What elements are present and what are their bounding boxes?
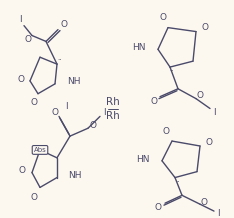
Text: O: O	[30, 193, 37, 202]
Text: O: O	[160, 13, 167, 22]
Text: Rh: Rh	[106, 111, 120, 121]
Text: O: O	[30, 98, 37, 107]
Text: O: O	[150, 97, 157, 106]
Text: HN: HN	[136, 155, 150, 164]
Text: O: O	[89, 121, 96, 130]
Text: l: l	[213, 108, 215, 117]
Text: HN: HN	[132, 43, 146, 52]
Text: O: O	[51, 108, 58, 117]
Text: ··: ··	[175, 179, 179, 186]
Text: NH: NH	[67, 77, 80, 86]
Text: O: O	[197, 91, 204, 100]
Text: O: O	[61, 20, 67, 29]
Text: O: O	[162, 127, 169, 136]
Text: Rh: Rh	[106, 97, 120, 107]
Text: l: l	[103, 108, 105, 117]
Text: ··: ··	[170, 68, 174, 74]
Text: NH: NH	[68, 171, 81, 180]
Text: Abs: Abs	[34, 147, 46, 153]
Text: O: O	[18, 166, 26, 175]
Text: l: l	[65, 102, 67, 111]
Text: l: l	[217, 209, 219, 218]
Text: O: O	[18, 75, 25, 84]
Text: ··: ··	[57, 57, 61, 63]
Text: l: l	[19, 15, 21, 24]
Text: O: O	[201, 23, 208, 32]
Text: O: O	[25, 35, 32, 44]
Text: O: O	[154, 203, 161, 212]
Text: O: O	[201, 198, 208, 207]
Text: O: O	[205, 138, 212, 146]
